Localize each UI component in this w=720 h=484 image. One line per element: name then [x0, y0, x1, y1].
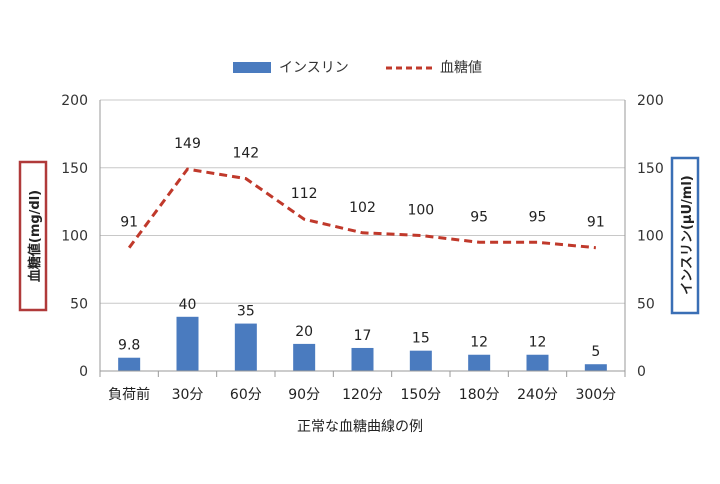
- y2-tick-label: 100: [637, 229, 664, 245]
- bar: [118, 357, 141, 371]
- y-tick-label: 50: [70, 296, 88, 312]
- line-data-label: 149: [174, 136, 201, 152]
- x-tick-label: 300分: [575, 387, 616, 403]
- legend-label-insulin: インスリン: [279, 60, 349, 76]
- y2-axis-title-group: インスリン(μU/ml): [670, 156, 700, 315]
- x-tick-label: 180分: [459, 387, 500, 403]
- y2-axis-title-box: [670, 156, 700, 315]
- x-tick-label: 30分: [172, 387, 204, 403]
- line-data-label: 95: [470, 209, 488, 225]
- bar-data-label: 12: [470, 335, 488, 351]
- bar-data-label: 5: [591, 344, 600, 360]
- legend-swatch-insulin: [233, 62, 271, 73]
- line-data-label: 95: [529, 209, 547, 225]
- y2-tick-label: 150: [637, 161, 664, 177]
- line-data-label: 91: [120, 215, 138, 231]
- x-tick-label: 負荷前: [108, 386, 150, 403]
- x-tick-label: 60分: [230, 387, 262, 403]
- y2-axis-title: インスリン(μU/ml): [680, 175, 695, 295]
- y-tick-label: 200: [61, 93, 88, 109]
- bar-data-label: 15: [412, 331, 430, 347]
- line-data-label: 102: [349, 200, 376, 216]
- bar: [526, 354, 549, 371]
- bar-data-label: 12: [529, 335, 547, 351]
- x-axis-title: 正常な血糖曲線の例: [297, 419, 423, 435]
- bar: [293, 343, 316, 371]
- bar-data-label: 9.8: [118, 338, 140, 354]
- line-data-label: 112: [291, 186, 318, 202]
- y-tick-label: 0: [79, 364, 88, 380]
- x-tick-label: 120分: [342, 387, 383, 403]
- glucose-line: [127, 167, 596, 250]
- y-axis-title: 血糖値(mg/dl): [27, 190, 43, 282]
- y2-tick-label: 0: [637, 364, 646, 380]
- line-data-label: 142: [232, 146, 259, 162]
- legend: インスリン 血糖値: [233, 60, 482, 76]
- bar-data-label: 40: [179, 297, 197, 313]
- bar: [351, 347, 374, 371]
- legend-label-glucose: 血糖値: [440, 60, 482, 76]
- bar: [468, 354, 491, 371]
- bar: [176, 316, 199, 371]
- y-axis-title-group: 血糖値(mg/dl): [18, 160, 48, 312]
- bar-data-label: 35: [237, 304, 255, 320]
- line-data-label: 91: [587, 215, 605, 231]
- axes: 0 50 100 150 200 0 50 100 150 200 負荷前 30分 60分 90分 120分…: [61, 93, 663, 403]
- bar-data-label: 20: [295, 324, 313, 340]
- y-tick-label: 150: [61, 161, 88, 177]
- bar: [584, 364, 607, 371]
- y2-tick-label: 50: [637, 296, 655, 312]
- bar-series: [118, 316, 607, 371]
- y-axis-title-box: [18, 160, 48, 312]
- bar-data-label: 17: [354, 328, 372, 344]
- x-tick-label: 150分: [400, 387, 441, 403]
- bar: [234, 323, 257, 371]
- line-series: [127, 167, 596, 250]
- data-labels: 9.8 40 35 20 17 15 12 12 5 91 149 142 112 102 100 95 95 9…: [118, 136, 605, 360]
- line-data-label: 100: [407, 203, 434, 219]
- bar: [409, 350, 432, 371]
- x-tick-label: 240分: [517, 387, 558, 403]
- y2-tick-label: 200: [637, 93, 664, 109]
- x-tick-label: 90分: [288, 387, 320, 403]
- y-tick-label: 100: [61, 229, 88, 245]
